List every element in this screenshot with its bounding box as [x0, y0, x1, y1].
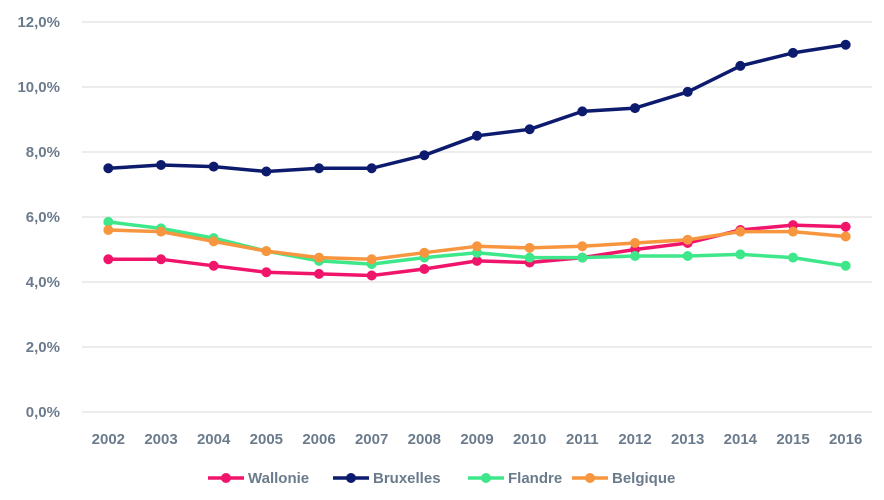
data-point	[630, 238, 640, 248]
y-tick-label: 12,0%	[17, 14, 60, 31]
x-tick-label: 2004	[197, 431, 231, 448]
y-tick-label: 2,0%	[26, 339, 60, 356]
y-tick-label: 6,0%	[26, 209, 60, 226]
legend-swatch-marker	[346, 473, 356, 483]
data-point	[472, 130, 482, 141]
data-point	[840, 39, 851, 50]
legend-swatch-marker	[585, 473, 595, 483]
data-point	[472, 255, 482, 266]
x-tick-label: 2008	[408, 431, 441, 448]
x-tick-label: 2016	[829, 431, 862, 448]
data-point	[103, 254, 114, 265]
data-point	[156, 254, 166, 265]
y-tick-label: 8,0%	[26, 144, 60, 161]
data-point	[682, 251, 693, 261]
series-lines	[103, 39, 851, 281]
x-tick-label: 2010	[513, 431, 546, 448]
y-tick-label: 4,0%	[26, 274, 60, 291]
x-tick-label: 2011	[566, 431, 599, 448]
data-point	[314, 268, 324, 279]
data-point	[630, 103, 640, 114]
legend-label: Flandre	[508, 470, 562, 487]
data-point	[419, 247, 430, 258]
x-tick-label: 2005	[250, 431, 283, 448]
data-point	[208, 161, 219, 172]
data-point	[788, 252, 798, 263]
x-axis-tick-labels: 2002 2003 2004 2005 2006 2007 2008 2009 2010 2011…	[92, 431, 863, 448]
data-point	[524, 242, 535, 253]
x-tick-label: 2013	[671, 431, 704, 448]
series-bruxelles	[103, 39, 851, 177]
data-point	[577, 252, 588, 263]
legend: Wallonie Bruxelles Flandre Belgique	[208, 470, 675, 487]
data-point	[840, 221, 851, 232]
data-point	[366, 254, 377, 265]
data-point	[682, 234, 693, 245]
y-axis-tick-labels: 0,0% 2,0% 4,0% 6,0% 8,0% 10,0% 12,0%	[17, 14, 60, 421]
legend-swatch-marker	[221, 473, 231, 483]
data-point	[472, 241, 482, 252]
legend-swatch-marker	[481, 473, 491, 483]
data-point	[419, 264, 430, 274]
legend-label: Bruxelles	[373, 470, 441, 487]
data-point	[735, 249, 746, 260]
data-point	[366, 163, 377, 174]
x-tick-label: 2012	[618, 431, 651, 448]
data-point	[314, 252, 324, 263]
data-point	[366, 270, 377, 281]
data-point	[261, 166, 272, 177]
data-point	[208, 236, 219, 247]
gridlines	[82, 21, 872, 413]
data-point	[208, 260, 219, 271]
data-point	[419, 150, 430, 161]
data-point	[156, 160, 166, 170]
data-point	[735, 226, 746, 237]
data-point	[840, 231, 851, 242]
data-point	[103, 216, 114, 227]
data-point	[735, 60, 746, 71]
data-point	[261, 267, 272, 278]
legend-item: Wallonie	[208, 470, 309, 487]
x-tick-label: 2006	[302, 431, 335, 448]
legend-label: Wallonie	[248, 470, 309, 487]
x-tick-label: 2015	[776, 431, 809, 448]
data-point	[788, 47, 798, 58]
data-point	[103, 163, 114, 174]
data-point	[577, 106, 588, 117]
y-tick-label: 0,0%	[26, 404, 60, 421]
legend-item: Flandre	[468, 470, 562, 487]
x-tick-label: 2009	[460, 431, 493, 448]
data-point	[524, 252, 535, 263]
series-belgique	[103, 225, 851, 265]
legend-item: Bruxelles	[333, 470, 441, 487]
data-point	[524, 124, 535, 135]
data-point	[156, 226, 166, 237]
data-point	[314, 163, 324, 174]
y-tick-label: 10,0%	[17, 79, 60, 96]
x-tick-label: 2007	[355, 431, 388, 448]
data-point	[682, 86, 693, 97]
data-point	[788, 226, 798, 237]
x-tick-label: 2002	[92, 431, 125, 448]
data-point	[261, 246, 272, 257]
legend-item: Belgique	[572, 470, 675, 487]
data-point	[840, 260, 851, 271]
legend-label: Belgique	[612, 470, 675, 487]
data-point	[103, 225, 114, 235]
x-tick-label: 2014	[724, 431, 758, 448]
x-tick-label: 2003	[144, 431, 177, 448]
data-point	[630, 251, 640, 261]
data-point	[577, 241, 588, 252]
